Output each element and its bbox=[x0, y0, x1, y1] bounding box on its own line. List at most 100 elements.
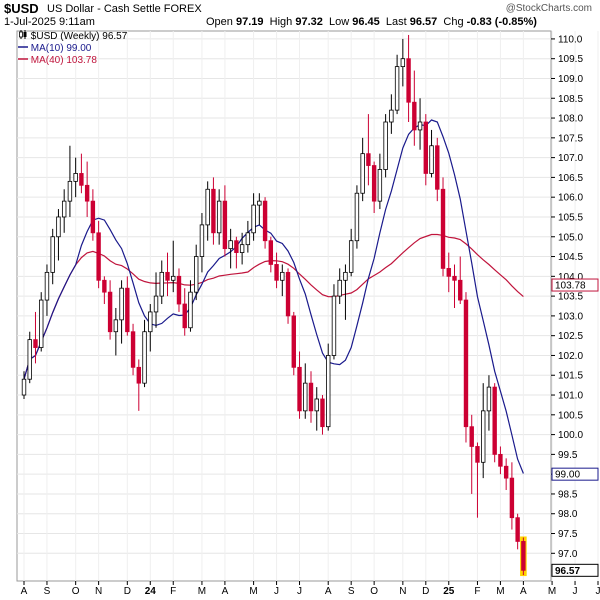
candle-body bbox=[50, 236, 55, 273]
legend-ma40: MA(40) 103.78 bbox=[18, 54, 127, 66]
candle-body bbox=[326, 355, 331, 428]
x-axis-ticks: ASOND24FMAMJJASOND25FMAMJJA bbox=[21, 581, 600, 597]
legend-ma10-label: MA(10) 99.00 bbox=[30, 43, 92, 54]
symbol[interactable]: $USD bbox=[4, 1, 39, 16]
credit[interactable]: @StockCharts.com bbox=[505, 3, 592, 14]
candle-body bbox=[61, 200, 67, 218]
y-tick-label: 100.0 bbox=[558, 430, 583, 441]
candle-body bbox=[383, 121, 388, 170]
candle-body bbox=[136, 366, 141, 384]
y-tick-label: 108.5 bbox=[558, 94, 583, 105]
y-tick-label: 101.5 bbox=[558, 371, 583, 382]
high-label: High bbox=[269, 16, 293, 28]
candle-body bbox=[331, 295, 337, 356]
description: US Dollar - Cash Settle FOREX bbox=[47, 3, 202, 15]
y-tick-label: 105.0 bbox=[558, 232, 583, 243]
x-tick-label: F bbox=[474, 586, 480, 597]
candle-body bbox=[113, 319, 119, 333]
candle-body bbox=[148, 311, 153, 333]
candle-body bbox=[297, 366, 302, 412]
candle-body bbox=[406, 58, 411, 103]
y-tick-label: 107.5 bbox=[558, 133, 583, 144]
y-tick-label: 106.0 bbox=[558, 193, 583, 204]
candle-body bbox=[119, 287, 124, 321]
candle-body bbox=[480, 410, 486, 463]
candle-body bbox=[475, 446, 480, 463]
candle-body bbox=[193, 256, 199, 293]
candle-body bbox=[102, 279, 107, 293]
candle-body bbox=[452, 275, 457, 281]
candle-body bbox=[44, 271, 50, 301]
x-tick-label: M bbox=[496, 586, 504, 597]
candle-body bbox=[308, 382, 314, 412]
open-value: 97.19 bbox=[235, 16, 264, 28]
y-tick-label: 98.0 bbox=[558, 509, 578, 520]
candle-body bbox=[458, 279, 463, 301]
y-tick-label: 104.0 bbox=[558, 272, 583, 283]
ma10-tag-label: 99.00 bbox=[555, 470, 580, 481]
candle-body bbox=[469, 426, 474, 447]
candle-body bbox=[377, 169, 383, 202]
candle-body bbox=[417, 121, 423, 131]
candle-body bbox=[142, 331, 147, 384]
y-tick-label: 109.5 bbox=[558, 54, 583, 65]
x-tick-label: J bbox=[573, 586, 578, 597]
x-tick-label: J bbox=[274, 586, 279, 597]
last-label: Last bbox=[385, 16, 407, 28]
candle-body bbox=[446, 268, 451, 277]
candle-body bbox=[96, 232, 101, 281]
candle-body bbox=[515, 517, 520, 542]
y-tick-label: 110.0 bbox=[558, 34, 583, 45]
candle-body bbox=[285, 271, 291, 317]
candle-body bbox=[463, 299, 469, 428]
y-tick-label: 107.0 bbox=[558, 153, 583, 164]
candle-body bbox=[228, 240, 233, 250]
candle-body bbox=[262, 200, 268, 242]
candle-body bbox=[440, 188, 446, 269]
y-tick-label: 99.5 bbox=[558, 450, 578, 461]
candle-body bbox=[360, 153, 365, 194]
x-tick-label: O bbox=[370, 586, 378, 597]
candle-body bbox=[268, 240, 274, 265]
x-tick-label: S bbox=[44, 586, 51, 597]
legend-price-label: $USD (Weekly) 96.57 bbox=[30, 31, 128, 42]
candle-body bbox=[90, 200, 96, 234]
candle-body bbox=[222, 200, 228, 250]
candle-body bbox=[125, 287, 130, 333]
candle-body bbox=[303, 382, 308, 412]
x-tick-label: A bbox=[520, 586, 527, 597]
y-tick-label: 105.5 bbox=[558, 212, 583, 223]
x-tick-label: D bbox=[124, 586, 131, 597]
y-tick-label: 103.5 bbox=[558, 292, 583, 303]
candle-body bbox=[423, 121, 428, 174]
candle-body bbox=[400, 58, 406, 68]
y-tick-label: 104.5 bbox=[558, 252, 583, 263]
candle-body bbox=[389, 109, 394, 123]
candle-body bbox=[412, 101, 417, 131]
y-axis-ticks: 110.0 109.5 109.0 108.5 108.0 107.5 107.0 106.5… bbox=[551, 34, 583, 560]
last-price-tag-box bbox=[551, 563, 599, 577]
candle-body bbox=[239, 244, 245, 253]
candle-body bbox=[107, 291, 113, 333]
ma40-tag-label: 103.78 bbox=[555, 281, 586, 292]
candle-body bbox=[486, 386, 492, 412]
candle-legend-icon bbox=[19, 30, 27, 39]
last-price-tag-label: 96.57 bbox=[555, 566, 580, 577]
candle-body bbox=[394, 66, 400, 111]
candlesticks bbox=[21, 34, 527, 577]
value-tags: 103.78 99.00 96.57 bbox=[551, 278, 599, 577]
candle-body bbox=[205, 188, 210, 226]
x-tick-label: 24 bbox=[145, 586, 157, 597]
plot-area bbox=[16, 30, 552, 582]
candle-body bbox=[245, 232, 251, 246]
candle-body bbox=[33, 339, 38, 348]
x-tick-label: A bbox=[222, 586, 229, 597]
ma40-tag-box bbox=[551, 278, 599, 292]
candle-body bbox=[21, 378, 27, 396]
high-value: 97.32 bbox=[295, 16, 323, 28]
candle-body bbox=[199, 224, 205, 257]
x-tick-label: S bbox=[348, 586, 355, 597]
timestamp: 1-Jul-2025 9:11am bbox=[4, 16, 95, 28]
candle-body bbox=[188, 291, 193, 329]
y-tick-label: 102.0 bbox=[558, 351, 583, 362]
